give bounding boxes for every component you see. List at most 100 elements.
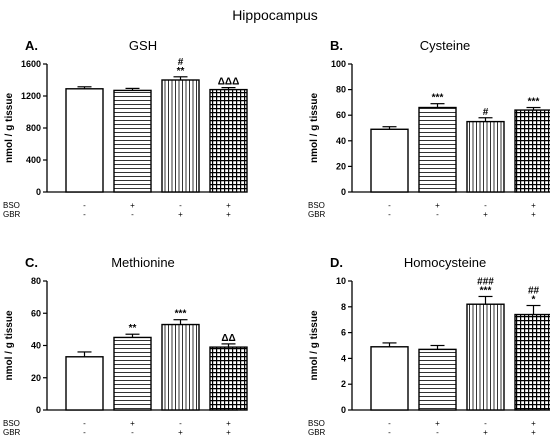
y-tick-label: 0 [36, 405, 41, 415]
treatment-mark: - [484, 201, 487, 210]
panel-letter: A. [25, 38, 38, 53]
treatment-name: GBR [308, 428, 326, 437]
bar [466, 303, 505, 411]
y-tick-label: 4 [341, 353, 346, 363]
significance-label: ** [129, 323, 137, 334]
treatment-mark: + [435, 419, 440, 428]
bar [370, 346, 409, 411]
y-tick-label: 80 [31, 276, 41, 286]
treatment-mark: - [388, 210, 391, 219]
bar [113, 89, 152, 193]
treatment-mark: - [83, 201, 86, 210]
treatment-mark: - [131, 428, 134, 437]
treatment-mark: - [179, 419, 182, 428]
bar [370, 128, 409, 193]
treatment-name: BSO [3, 201, 20, 210]
panel-letter: B. [330, 38, 343, 53]
treatment-mark: + [531, 419, 536, 428]
treatment-mark: + [178, 210, 183, 219]
figure-title: Hippocampus [232, 7, 318, 23]
treatment-name: BSO [308, 419, 325, 428]
bar [418, 348, 457, 411]
significance-label: ΔΔΔ [218, 77, 240, 88]
treatment-mark: - [131, 210, 134, 219]
y-tick-label: 0 [341, 405, 346, 415]
treatment-mark: - [83, 419, 86, 428]
y-tick-label: 20 [31, 373, 41, 383]
treatment-mark: + [226, 428, 231, 437]
y-tick-label: 80 [336, 85, 346, 95]
bar [113, 336, 152, 411]
treatment-name: BSO [308, 201, 325, 210]
bar [209, 88, 248, 193]
significance-label: ## [528, 286, 540, 297]
bar [514, 313, 550, 411]
bar [209, 346, 248, 411]
significance-label: * [532, 295, 536, 306]
significance-label: *** [480, 285, 492, 296]
y-tick-label: 1200 [21, 91, 41, 101]
treatment-mark: - [484, 419, 487, 428]
bar [161, 323, 200, 411]
y-axis-label: nmol / g tissue [309, 93, 320, 163]
treatment-mark: + [483, 428, 488, 437]
panel-title: Cysteine [420, 38, 471, 53]
panel-letter: D. [330, 255, 343, 270]
y-tick-label: 100 [331, 59, 346, 69]
treatment-mark: + [178, 428, 183, 437]
treatment-name: GBR [3, 210, 21, 219]
y-tick-label: 60 [336, 110, 346, 120]
treatment-mark: - [388, 201, 391, 210]
panel-title: Homocysteine [404, 255, 486, 270]
y-tick-label: 20 [336, 161, 346, 171]
panel-title: Methionine [111, 255, 175, 270]
bar [466, 120, 505, 193]
y-tick-label: 40 [336, 136, 346, 146]
bar [514, 109, 550, 193]
y-tick-label: 10 [336, 276, 346, 286]
treatment-name: BSO [3, 419, 20, 428]
panel-title: GSH [129, 38, 157, 53]
treatment-mark: - [179, 201, 182, 210]
significance-label: *** [528, 97, 540, 108]
treatment-name: GBR [3, 428, 21, 437]
treatment-mark: - [83, 210, 86, 219]
y-tick-label: 6 [341, 328, 346, 338]
bar [161, 79, 200, 193]
treatment-mark: - [388, 419, 391, 428]
bar [65, 356, 104, 411]
treatment-name: GBR [308, 210, 326, 219]
significance-label: *** [175, 309, 187, 320]
y-tick-label: 2 [341, 379, 346, 389]
treatment-mark: + [531, 210, 536, 219]
y-axis-label: nmol / g tissue [309, 310, 320, 380]
treatment-mark: - [436, 210, 439, 219]
significance-label: ΔΔ [221, 333, 235, 344]
y-tick-label: 60 [31, 308, 41, 318]
y-tick-label: 40 [31, 341, 41, 351]
treatment-mark: - [83, 428, 86, 437]
y-tick-label: 0 [36, 187, 41, 197]
y-axis-label: nmol / g tissue [4, 93, 15, 163]
treatment-mark: + [531, 201, 536, 210]
y-tick-label: 8 [341, 302, 346, 312]
y-tick-label: 800 [26, 123, 41, 133]
y-tick-label: 0 [341, 187, 346, 197]
treatment-mark: - [436, 428, 439, 437]
treatment-mark: + [226, 419, 231, 428]
bar [418, 106, 457, 193]
y-tick-label: 1600 [21, 59, 41, 69]
treatment-mark: + [130, 201, 135, 210]
treatment-mark: + [483, 210, 488, 219]
significance-label: # [483, 107, 489, 118]
treatment-mark: + [531, 428, 536, 437]
treatment-mark: + [226, 201, 231, 210]
treatment-mark: + [130, 419, 135, 428]
bar [65, 88, 104, 193]
treatment-mark: + [226, 210, 231, 219]
